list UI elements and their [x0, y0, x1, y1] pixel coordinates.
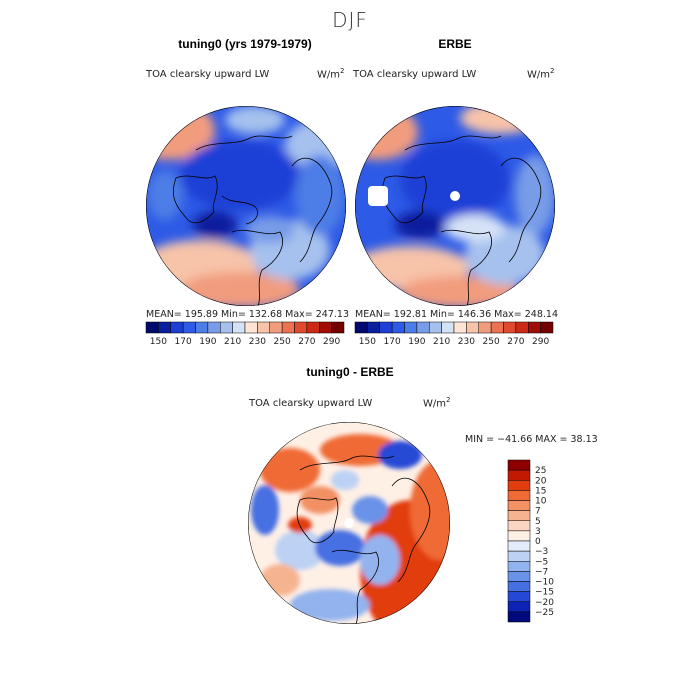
colorbar-swatch: [441, 321, 455, 334]
panel-2-variable: TOA clearsky upward LW: [353, 69, 477, 80]
diff-colorbar-swatch: [507, 611, 531, 623]
diff-colorbar-tick-label: 25: [535, 466, 546, 476]
panel-3-variable: TOA clearsky upward LW: [249, 398, 373, 409]
colorbar-swatch: [354, 321, 368, 334]
diff-colorbar-swatch: [507, 490, 531, 501]
colorbar-swatch: [391, 321, 405, 334]
diff-colorbar-tick-label: 15: [535, 486, 546, 496]
colorbar-swatch: [367, 321, 380, 334]
diff-colorbar-tick-label: 10: [535, 497, 547, 507]
colorbar-swatch: [182, 321, 196, 334]
colorbar-swatch: [478, 321, 492, 334]
diff-colorbar-swatch: [507, 561, 531, 572]
colorbar-tick-label: 250: [483, 337, 500, 347]
diff-colorbar-swatch: [507, 530, 531, 542]
diff-colorbar-swatch: [507, 459, 531, 471]
panel-3-map: [248, 422, 450, 624]
colorbar-swatch: [220, 321, 233, 334]
colorbar-tick-label: 210: [433, 337, 450, 347]
colorbar-swatch: [207, 321, 221, 334]
colorbar-tick-label: 290: [323, 337, 340, 347]
colorbar-tick-label: 230: [458, 337, 475, 347]
diff-colorbar-swatch: [507, 591, 531, 602]
colorbar-swatch: [269, 321, 283, 334]
diff-colorbar-swatch: [507, 520, 531, 532]
colorbar-tick-label: 270: [507, 337, 524, 347]
panel-1-units: W/m2: [317, 67, 345, 81]
diff-colorbar-swatch: [507, 480, 531, 491]
colorbar-tick-label: 190: [199, 337, 216, 347]
panel-2-map: [355, 106, 555, 306]
diff-colorbar-swatch: [507, 500, 531, 511]
panel-1-map: [146, 106, 346, 306]
colorbar-swatch: [515, 321, 529, 334]
colorbar-swatch: [281, 321, 295, 334]
diff-colorbar-tick-label: 5: [535, 517, 541, 527]
colorbar-tick-label: 290: [532, 337, 549, 347]
colorbar-tick-label: 210: [224, 337, 241, 347]
panel-2-colorbar: 150 170 190 210 230 250 270 290: [354, 321, 554, 347]
panel-1-title: tuning0 (yrs 1979-1979): [178, 37, 312, 51]
colorbar-swatch: [503, 321, 517, 334]
colorbar-tick-label: 270: [298, 337, 315, 347]
diff-colorbar-swatch: [507, 571, 531, 582]
diff-colorbar-tick-label: 20: [535, 476, 547, 486]
colorbar-swatch: [195, 321, 209, 334]
diff-colorbar-tick-label: −3: [535, 547, 548, 557]
diff-colorbar-tick-label: −5: [535, 557, 548, 567]
diff-colorbar-tick-label: 7: [535, 507, 541, 517]
panel-1-colorbar: 150 170 190 210 230 250 270 290: [145, 321, 345, 347]
colorbar-swatch: [379, 321, 393, 334]
colorbar-swatch: [294, 321, 308, 334]
colorbar-swatch: [170, 321, 184, 334]
colorbar-swatch: [306, 321, 320, 334]
diff-colorbar-swatch: [507, 601, 531, 613]
panel-1-variable: TOA clearsky upward LW: [146, 69, 270, 80]
diff-colorbar-swatch: [507, 540, 531, 552]
colorbar-swatch: [319, 321, 332, 334]
diff-colorbar-tick-label: 3: [535, 527, 541, 537]
season-title: DJF: [332, 8, 368, 32]
colorbar-swatch: [453, 321, 467, 334]
panel-1-stats: MEAN= 195.89 Min= 132.68 Max= 247.13: [146, 309, 350, 320]
diff-colorbar-swatch: [507, 581, 531, 592]
colorbar-swatch: [429, 321, 442, 334]
panel-2-stats: MEAN= 192.81 Min= 146.36 Max= 248.14: [355, 309, 559, 320]
colorbar-swatch: [490, 321, 504, 334]
diff-colorbar-swatch: [507, 550, 531, 562]
colorbar-swatch: [528, 321, 541, 334]
diff-colorbar-tick-label: −20: [535, 598, 554, 608]
diff-colorbar-swatch: [507, 510, 531, 521]
colorbar-swatch: [244, 321, 258, 334]
colorbar-swatch: [232, 321, 246, 334]
colorbar-tick-label: 170: [384, 337, 401, 347]
colorbar-tick-label: 150: [150, 337, 167, 347]
diff-colorbar-swatch: [507, 469, 531, 481]
colorbar-swatch: [540, 321, 554, 334]
colorbar-swatch: [331, 321, 345, 334]
colorbar-tick-label: 230: [249, 337, 266, 347]
panel-2-title: ERBE: [438, 37, 472, 51]
colorbar-tick-label: 250: [274, 337, 291, 347]
diff-colorbar-tick-label: −10: [535, 578, 554, 588]
colorbar-tick-label: 150: [359, 337, 376, 347]
colorbar-swatch: [158, 321, 171, 334]
panel-3-title: tuning0 - ERBE: [306, 365, 394, 379]
panel-3-stats: MIN = −41.66 MAX = 38.13: [465, 434, 598, 445]
colorbar-swatch: [404, 321, 418, 334]
colorbar-swatch: [257, 321, 270, 334]
colorbar-swatch: [466, 321, 479, 334]
colorbar-swatch: [416, 321, 430, 334]
diff-colorbar-tick-label: −25: [535, 608, 554, 618]
diff-colorbar-tick-label: −15: [535, 588, 554, 598]
colorbar-tick-label: 190: [408, 337, 425, 347]
panel-3-units: W/m2: [423, 396, 451, 410]
colorbar-tick-label: 170: [175, 337, 192, 347]
colorbar-swatch: [145, 321, 159, 334]
panel-2-units: W/m2: [527, 67, 555, 81]
diff-colorbar-tick-label: 0: [535, 537, 541, 547]
diff-colorbar-tick-label: −7: [535, 567, 548, 577]
